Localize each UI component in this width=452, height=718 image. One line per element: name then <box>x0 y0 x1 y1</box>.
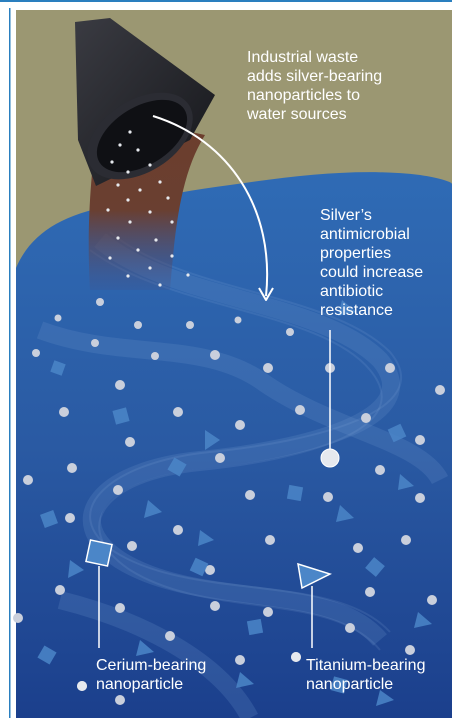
titanium-particle-icon <box>297 562 332 648</box>
industrial-waste-label: Industrial waste adds silver-bearing nan… <box>247 49 383 123</box>
pipe-icon <box>75 18 215 186</box>
top-rule <box>0 0 452 2</box>
silver-resistance-label: Silver’s antimicrobial properties could … <box>320 207 424 319</box>
cerium-label-bullet <box>77 681 87 691</box>
waste-particles <box>106 130 190 287</box>
cerium-nanoparticle-label: Cerium-bearing nanoparticle <box>96 657 207 693</box>
water-swirls <box>36 233 449 718</box>
cerium-particles <box>37 360 407 694</box>
arrow-icon <box>152 115 274 301</box>
titanium-nanoparticle-label: Titanium-bearing nanoparticle <box>306 657 426 693</box>
left-rule <box>9 8 11 718</box>
silver-particle-icon <box>320 330 340 468</box>
titanium-label-bullet <box>291 652 301 662</box>
cerium-particle-icon <box>85 539 113 648</box>
titanium-particles <box>68 300 432 706</box>
